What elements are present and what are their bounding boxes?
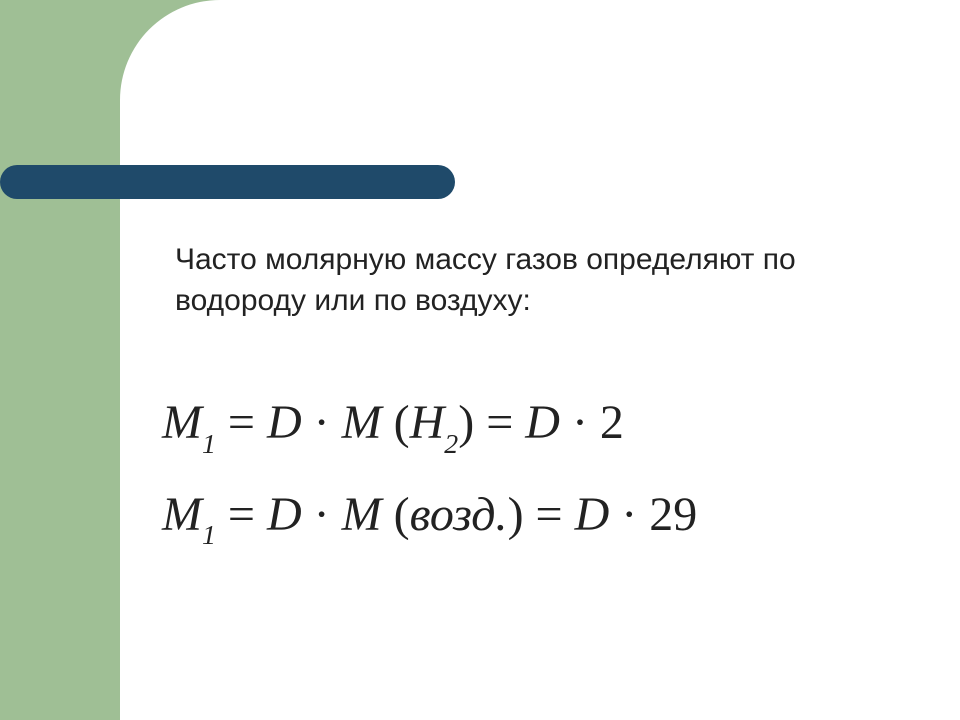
sub-1: 1 xyxy=(202,429,216,460)
arg-h: H xyxy=(410,396,445,449)
var-d2b: D xyxy=(575,488,610,541)
formula-line-1: M1 = D · M (H2) = D · 2 xyxy=(162,395,697,457)
var-m: M xyxy=(162,396,202,449)
arg-word: возд. xyxy=(410,488,508,541)
const: 2 xyxy=(600,396,624,449)
arg-sub: 2 xyxy=(444,429,458,460)
dot2b: · xyxy=(621,488,649,541)
paren-open: ( xyxy=(394,396,410,449)
description-text: Часто молярную массу газов определяют по… xyxy=(175,240,815,321)
dot2: · xyxy=(572,396,600,449)
paren-close: ) xyxy=(458,396,474,449)
dotb: · xyxy=(314,488,342,541)
main-area xyxy=(120,0,960,720)
paren-close-b: ) xyxy=(508,488,524,541)
dot: · xyxy=(314,396,342,449)
eq: = xyxy=(228,396,267,449)
var-m2: M xyxy=(162,488,202,541)
const-b: 29 xyxy=(649,488,697,541)
formula-block: M1 = D · M (H2) = D · 2 M1 = D · M (возд… xyxy=(162,395,697,548)
eq2: = xyxy=(486,396,525,449)
eqb: = xyxy=(228,488,267,541)
var-mf: M xyxy=(342,396,382,449)
var-mfb: M xyxy=(342,488,382,541)
var-d1: D xyxy=(267,396,302,449)
accent-bar xyxy=(0,165,455,199)
sidebar-accent xyxy=(0,0,120,720)
paren-open-b: ( xyxy=(394,488,410,541)
sub-1b: 1 xyxy=(202,520,216,551)
var-d1b: D xyxy=(267,488,302,541)
eq2b: = xyxy=(536,488,575,541)
var-d2: D xyxy=(525,396,560,449)
formula-line-2: M1 = D · M (возд.) = D · 29 xyxy=(162,487,697,549)
